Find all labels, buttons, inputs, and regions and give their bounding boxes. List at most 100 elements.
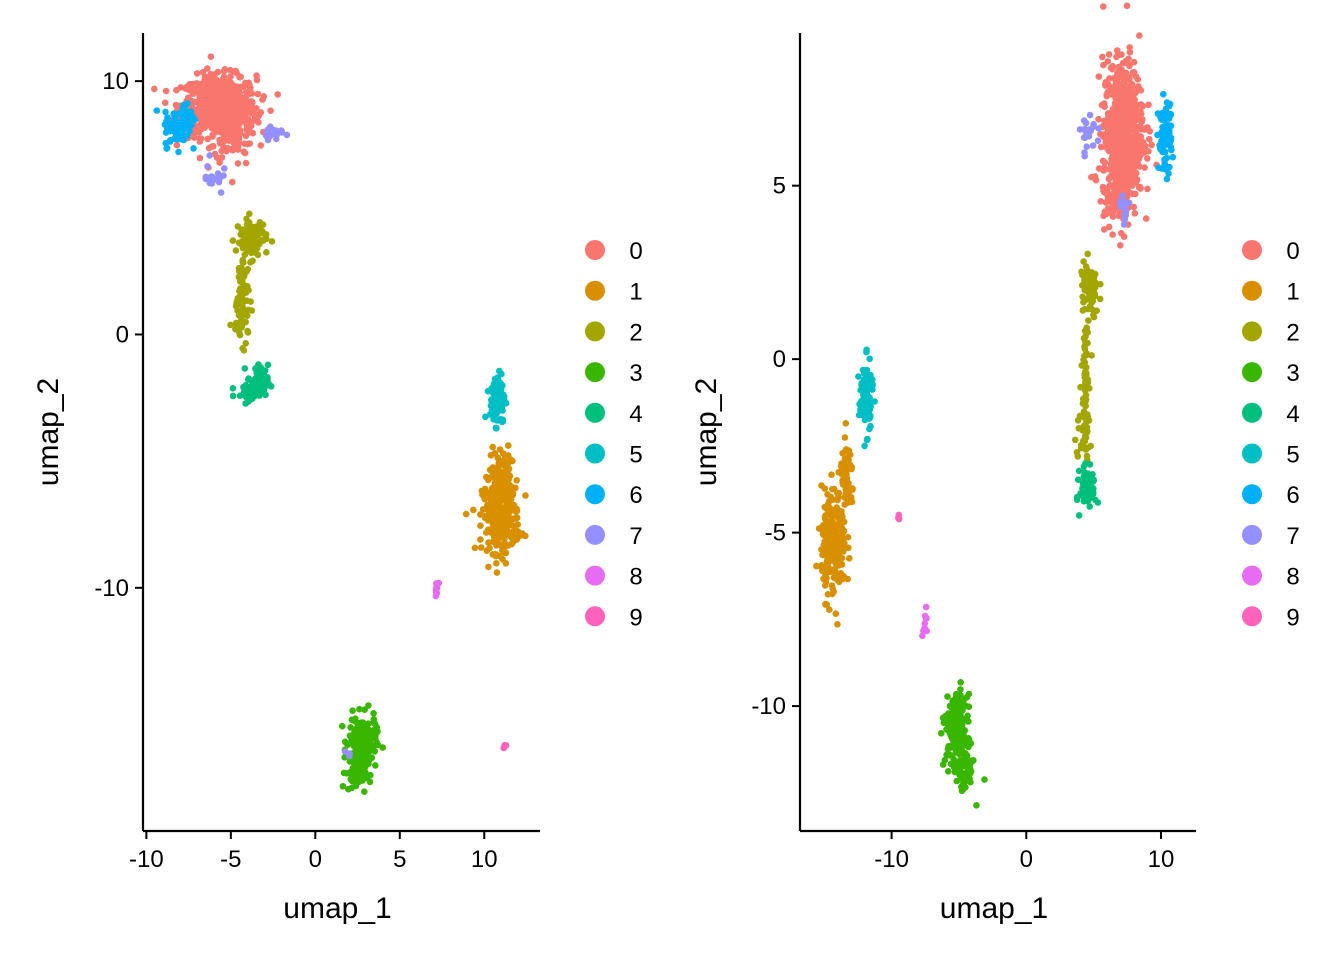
point bbox=[214, 170, 222, 177]
point bbox=[236, 329, 243, 337]
point bbox=[252, 392, 259, 399]
legend-key bbox=[585, 484, 605, 505]
point bbox=[1119, 59, 1127, 67]
point bbox=[844, 575, 851, 583]
series-cluster-7 bbox=[1076, 111, 1133, 228]
point bbox=[861, 442, 868, 450]
point bbox=[174, 125, 182, 132]
point bbox=[838, 508, 845, 515]
legend-key bbox=[1242, 443, 1262, 464]
point bbox=[345, 785, 352, 793]
point bbox=[1106, 139, 1113, 146]
umap-panel-right: -10 0 10 -10 -5 0 5 umap_1 umap_2 0 1 2 3 4 5 6 7 8 9 bbox=[690, 2, 1300, 925]
point bbox=[950, 756, 957, 763]
point bbox=[957, 679, 964, 686]
point bbox=[211, 118, 219, 126]
point bbox=[339, 783, 347, 790]
point bbox=[492, 408, 500, 416]
legend-label: 0 bbox=[1286, 238, 1299, 265]
point bbox=[1144, 185, 1151, 193]
point bbox=[190, 145, 197, 152]
point bbox=[164, 114, 171, 121]
y-tick-label: -10 bbox=[751, 693, 786, 720]
point bbox=[175, 148, 182, 156]
point bbox=[967, 778, 974, 786]
point bbox=[1134, 153, 1141, 161]
y-tick-label: 5 bbox=[773, 173, 786, 200]
point bbox=[267, 107, 274, 114]
point bbox=[1117, 198, 1124, 205]
legend-item-1: 1 bbox=[585, 279, 643, 306]
point bbox=[841, 501, 848, 508]
legend-item-9: 9 bbox=[585, 604, 643, 631]
point bbox=[186, 114, 193, 121]
point bbox=[241, 365, 249, 372]
point bbox=[232, 139, 240, 147]
point bbox=[241, 98, 248, 106]
series-cluster-6 bbox=[1154, 90, 1177, 183]
point bbox=[253, 72, 260, 79]
point bbox=[1148, 141, 1155, 149]
point bbox=[262, 231, 270, 238]
point bbox=[837, 571, 844, 579]
point bbox=[1108, 146, 1115, 154]
point bbox=[862, 410, 869, 418]
point bbox=[244, 329, 252, 336]
legend-key bbox=[1242, 240, 1262, 260]
point bbox=[1113, 192, 1120, 200]
point bbox=[1089, 487, 1097, 494]
point bbox=[514, 534, 521, 541]
point bbox=[432, 586, 440, 593]
point bbox=[274, 91, 282, 98]
legend-item-2: 2 bbox=[1242, 319, 1300, 346]
legend-key bbox=[1242, 280, 1262, 301]
legend-key bbox=[1242, 606, 1262, 627]
point bbox=[846, 464, 853, 471]
point bbox=[1133, 161, 1140, 168]
point bbox=[238, 226, 245, 233]
legend-item-2: 2 bbox=[585, 319, 643, 346]
point bbox=[216, 159, 223, 166]
point bbox=[1136, 146, 1144, 153]
point bbox=[499, 472, 506, 480]
point bbox=[491, 399, 499, 407]
point bbox=[1112, 180, 1120, 188]
legend-label: 4 bbox=[629, 401, 642, 428]
point bbox=[372, 734, 379, 741]
point bbox=[245, 241, 252, 249]
point bbox=[919, 632, 926, 640]
point bbox=[843, 480, 850, 488]
point bbox=[204, 163, 211, 170]
series-cluster-5 bbox=[482, 367, 510, 432]
x-tick-label: -10 bbox=[129, 846, 164, 873]
point bbox=[1125, 166, 1133, 174]
point bbox=[226, 66, 234, 74]
point bbox=[1134, 76, 1142, 83]
point bbox=[220, 138, 227, 146]
point bbox=[252, 249, 260, 257]
point bbox=[492, 424, 500, 432]
point bbox=[829, 524, 837, 531]
point bbox=[1126, 44, 1133, 51]
point bbox=[500, 533, 508, 541]
legend-label: 2 bbox=[629, 319, 642, 346]
point bbox=[186, 86, 193, 94]
point bbox=[1097, 143, 1105, 151]
point bbox=[345, 752, 353, 760]
point bbox=[481, 496, 489, 503]
point bbox=[211, 106, 218, 114]
legend-item-5: 5 bbox=[585, 442, 643, 469]
legend-key bbox=[585, 362, 605, 383]
point bbox=[958, 743, 966, 750]
point bbox=[218, 154, 226, 161]
point bbox=[236, 293, 243, 301]
point bbox=[187, 108, 195, 115]
point bbox=[245, 376, 252, 383]
point bbox=[240, 347, 248, 354]
point bbox=[820, 522, 828, 530]
point bbox=[236, 278, 244, 285]
point bbox=[833, 552, 841, 560]
legend-key bbox=[585, 524, 605, 545]
point bbox=[864, 371, 871, 379]
point bbox=[243, 231, 250, 239]
